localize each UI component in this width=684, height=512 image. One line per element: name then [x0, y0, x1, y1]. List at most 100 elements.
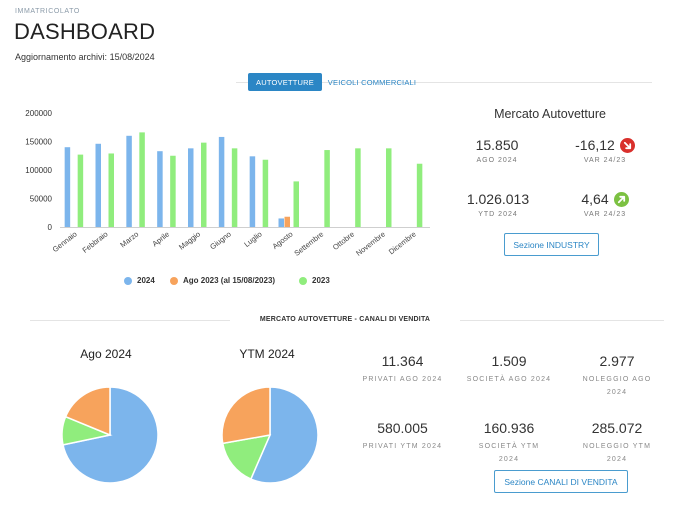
- industry-section-button[interactable]: Sezione INDUSTRY: [504, 233, 599, 256]
- y-tick-label: 0: [48, 223, 53, 232]
- bar-2023[interactable]: [139, 132, 145, 227]
- kpi-value-row: 4,64: [565, 191, 645, 207]
- stat-label: NOLEGGIO AGO 2024: [582, 376, 652, 396]
- bar-2023[interactable]: [262, 159, 269, 227]
- kpi-value: 15.850: [475, 137, 519, 153]
- x-tick-label: Agosto: [271, 229, 295, 250]
- bar-2023[interactable]: [201, 142, 207, 227]
- bar-2024[interactable]: [95, 143, 102, 227]
- x-tick-label: Marzo: [118, 229, 140, 249]
- x-tick-label: Settembre: [293, 229, 326, 257]
- y-tick-label: 150000: [25, 138, 52, 147]
- bar-2024[interactable]: [126, 135, 132, 227]
- legend-marker: [170, 276, 178, 285]
- update-label: Aggiornamento archivi:: [15, 52, 108, 62]
- section-title: MERCATO AUTOVETTURE - CANALI DI VENDITA: [230, 316, 460, 323]
- kpi-value: 4,64: [581, 191, 609, 207]
- x-tick-label: Aprile: [150, 229, 171, 248]
- y-tick-label: 50000: [30, 195, 53, 204]
- tab-autovetture[interactable]: AUTOVETTURE: [248, 73, 322, 91]
- pie-slice-noleggio[interactable]: [221, 386, 271, 445]
- legend-label: Ago 2023 (al 15/08/2023): [183, 276, 276, 285]
- bar-2023[interactable]: [324, 150, 330, 227]
- bar-2024[interactable]: [188, 148, 194, 227]
- stat-label: PRIVATI AGO 2024: [362, 376, 443, 383]
- y-tick-label: 100000: [25, 166, 52, 175]
- tab-veicoli-commerciali[interactable]: VEICOLI COMMERCIALI: [327, 77, 417, 87]
- stat-value: 580.005: [377, 420, 428, 436]
- stat-value: 285.072: [591, 420, 643, 436]
- pie-title-ago: Ago 2024: [80, 347, 132, 361]
- x-tick-label: Dicembre: [387, 229, 418, 256]
- stat-value: 160.936: [483, 420, 535, 436]
- x-tick-label: Giugno: [208, 229, 233, 251]
- stat-societa-ytm: 160.936 SOCIETÀ YTM 2024: [471, 420, 547, 466]
- tabs-divider: [236, 82, 652, 83]
- kpi-value: -16,12: [575, 137, 615, 153]
- x-tick-label: Febbraio: [81, 229, 110, 254]
- pie-slice-societ[interactable]: [221, 434, 272, 481]
- stat-noleggio-ago: 2.977 NOLEGGIO AGO 2024: [576, 353, 658, 399]
- bar-2023[interactable]: [293, 181, 300, 227]
- stat-societa-ago: 1.509 SOCIETÀ AGO 2024: [461, 353, 557, 386]
- bar-2024[interactable]: [249, 156, 256, 227]
- pie-title-ytm: YTM 2024: [239, 347, 295, 361]
- stat-privati-ytm: 580.005 PRIVATI YTM 2024: [355, 420, 450, 453]
- stat-label: SOCIETÀ AGO 2024: [466, 376, 552, 383]
- legend-item-2024[interactable]: 2024: [124, 276, 155, 285]
- update-date: 15/08/2024: [109, 52, 155, 62]
- kpi-ago-2024: 15.850 AGO 2024: [462, 137, 532, 164]
- pie-chart-ago-2024: [61, 386, 159, 484]
- legend-marker: [299, 276, 307, 285]
- bar-2023[interactable]: [77, 154, 84, 227]
- stat-value: 2.977: [599, 353, 635, 369]
- pie-slice-privati[interactable]: [249, 386, 319, 484]
- x-tick-label: Novembre: [354, 229, 387, 257]
- legend-item-ago-2023[interactable]: Ago 2023 (al 15/08/2023): [170, 276, 275, 285]
- x-tick-label: Gennaio: [51, 229, 79, 254]
- market-title: Mercato Autovetture: [494, 107, 606, 121]
- bar-2023[interactable]: [170, 155, 176, 227]
- legend-label: 2024: [137, 276, 155, 285]
- pie-slice-noleggio[interactable]: [64, 386, 111, 437]
- stat-label: PRIVATI YTM 2024: [362, 443, 443, 450]
- stat-value: 1.509: [491, 353, 527, 369]
- legend-item-2023[interactable]: 2023: [299, 276, 330, 285]
- stat-privati-ago: 11.364 PRIVATI AGO 2024: [355, 353, 450, 386]
- kpi-ytd-2024: 1.026.013 YTD 2024: [456, 191, 540, 218]
- bar-2023[interactable]: [231, 148, 238, 227]
- x-tick-label: Maggio: [177, 229, 202, 251]
- arrow-up-right-icon: [613, 191, 629, 207]
- monthly-registrations-chart: 0 50000 100000 150000 200000 Gennaio Febbraio M…: [25, 109, 430, 258]
- legend-label: 2023: [312, 276, 330, 285]
- bar-2023[interactable]: [355, 148, 361, 227]
- kpi-label: YTD 2024: [478, 211, 518, 218]
- bar-2023[interactable]: [416, 163, 423, 227]
- x-tick-label: Luglio: [242, 229, 263, 248]
- kpi-label: VAR 24/23: [583, 211, 627, 218]
- bar-2023[interactable]: [108, 153, 115, 227]
- stat-noleggio-ytm: 285.072 NOLEGGIO YTM 2024: [576, 420, 658, 466]
- y-tick-label: 200000: [25, 109, 52, 118]
- stat-label: SOCIETÀ YTM 2024: [478, 443, 540, 463]
- channels-section-button[interactable]: Sezione CANALI DI VENDITA: [494, 470, 628, 493]
- bar-ago-2023[interactable]: [284, 216, 291, 227]
- bar-2024[interactable]: [157, 151, 163, 227]
- arrow-down-right-icon: [619, 137, 635, 153]
- legend-marker: [124, 276, 132, 285]
- bar-2024[interactable]: [64, 147, 71, 227]
- kpi-label: VAR 24/23: [583, 157, 627, 164]
- page-title: DASHBOARD: [14, 19, 156, 44]
- kpi-value-row: -16,12: [565, 137, 645, 153]
- bar-2024[interactable]: [278, 218, 285, 227]
- bar-2024[interactable]: [218, 136, 225, 227]
- update-info: Aggiornamento archivi: 15/08/2024: [15, 52, 155, 62]
- stat-value: 11.364: [381, 353, 424, 369]
- kpi-value: 1.026.013: [466, 191, 530, 207]
- kpi-var-ytd: 4,64 VAR 24/23: [565, 191, 645, 218]
- page-eyebrow: IMMATRICOLATO: [15, 8, 80, 15]
- stat-label: NOLEGGIO YTM 2024: [582, 443, 652, 463]
- x-tick-label: Ottobre: [331, 229, 356, 251]
- kpi-label: AGO 2024: [476, 157, 518, 164]
- bar-2023[interactable]: [386, 148, 392, 227]
